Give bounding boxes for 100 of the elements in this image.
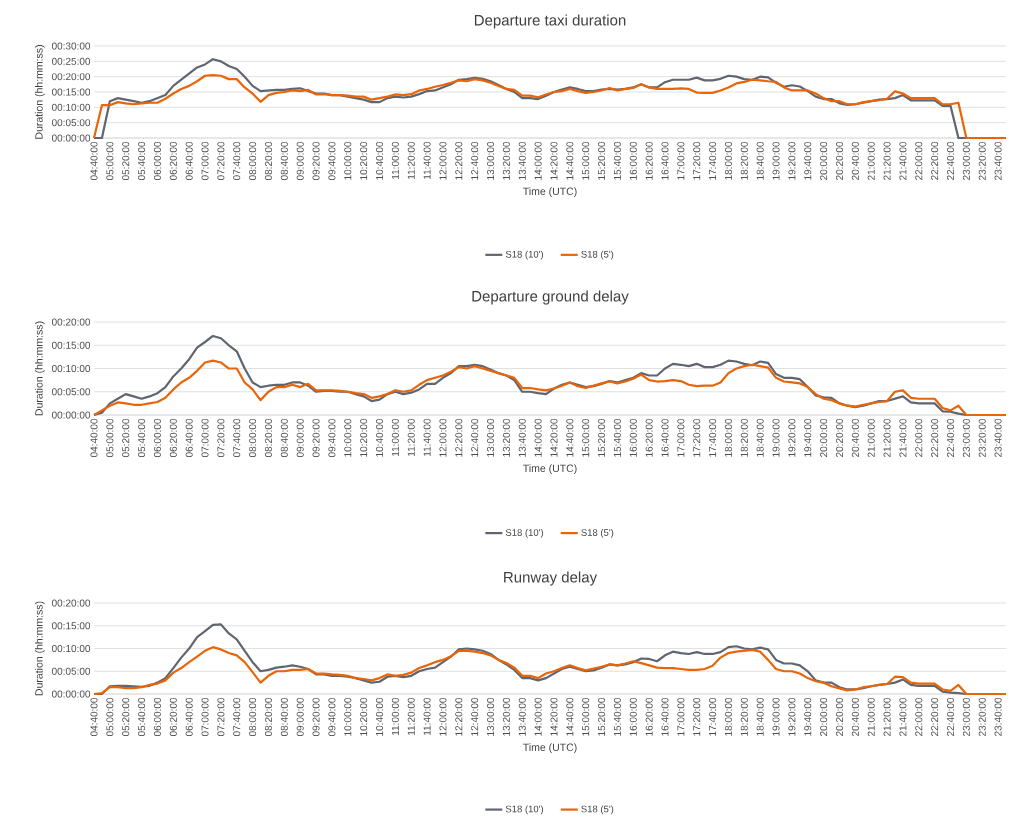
legend-label: S18 (5') (581, 250, 614, 260)
x-tick-label: 10:40:00 (375, 418, 384, 457)
x-tick-label: 18:40:00 (756, 141, 764, 180)
x-tick-label: 11:40:00 (423, 418, 431, 456)
x-tick-label: 09:40:00 (328, 418, 336, 458)
y-tick-label: 00:00:00 (51, 134, 91, 142)
x-tick-label: 23:00:00 (962, 141, 970, 180)
x-tick-label: 23:20:00 (978, 141, 986, 180)
y-axis-title: Duration (hh:mm:ss) (34, 601, 45, 696)
x-tick-label: 23:00:00 (962, 418, 970, 457)
x-tick-label: 17:40:00 (709, 141, 717, 180)
x-tick-label: 09:00:00 (296, 418, 304, 458)
x-tick-label: 11:00:00 (391, 418, 399, 456)
x-tick-label: 15:20:00 (598, 418, 606, 457)
x-tick-label: 21:00:00 (867, 418, 875, 457)
x-tick-label: 15:40:00 (613, 697, 621, 736)
x-tick-label: 07:00:00 (201, 418, 209, 458)
x-tick-label: 10:20:00 (360, 697, 368, 736)
x-tick-label: 11:00:00 (391, 141, 399, 179)
x-tick-label: 21:40:00 (899, 141, 907, 180)
x-tick-label: 23:40:00 (994, 141, 1002, 180)
x-tick-label: 16:00:00 (629, 697, 637, 736)
x-tick-label: 19:20:00 (788, 697, 796, 736)
y-tick-label: 00:30:00 (51, 42, 91, 50)
x-tick-label: 23:00:00 (962, 697, 970, 736)
x-tick-label: 08:00:00 (249, 418, 257, 458)
x-tick-label: 06:40:00 (185, 141, 193, 181)
x-tick-label: 22:20:00 (931, 418, 939, 457)
y-tick-label: 00:10:00 (51, 644, 91, 653)
x-tick-label: 17:20:00 (693, 141, 701, 180)
y-tick-label: 00:25:00 (51, 57, 91, 65)
x-tick-label: 17:40:00 (709, 418, 717, 457)
x-tick-label: 17:20:00 (693, 418, 701, 457)
y-tick-label: 00:00:00 (51, 411, 91, 419)
x-tick-label: 18:00:00 (724, 697, 732, 736)
y-tick-label: 00:15:00 (51, 88, 91, 96)
x-tick-label: 13:00:00 (486, 697, 495, 736)
y-tick-label: 00:15:00 (51, 622, 91, 630)
x-tick-label: 11:00:00 (391, 697, 399, 735)
x-tick-label: 07:20:00 (217, 141, 225, 181)
x-tick-label: 07:40:00 (233, 141, 241, 181)
y-tick-label: 00:05:00 (51, 388, 91, 396)
x-tick-label: 15:40:00 (613, 141, 621, 180)
x-tick-label: 14:00:00 (534, 697, 542, 736)
x-tick-label: 07:00:00 (201, 141, 209, 181)
x-tick-label: 23:40:00 (994, 418, 1002, 457)
x-tick-label: 05:00:00 (106, 697, 114, 737)
x-tick-label: 08:40:00 (280, 141, 288, 181)
x-tick-label: 18:00:00 (724, 418, 732, 457)
x-tick-label: 13:20:00 (502, 418, 510, 457)
x-tick-label: 17:20:00 (693, 697, 701, 736)
x-tick-label: 13:40:00 (518, 418, 526, 457)
x-tick-label: 09:20:00 (312, 418, 320, 458)
x-tick-label: 18:40:00 (756, 697, 764, 736)
x-tick-label: 20:00:00 (820, 141, 828, 180)
x-tick-label: 14:00:00 (534, 141, 542, 180)
x-tick-label: 11:40:00 (423, 697, 431, 735)
x-tick-label: 06:40:00 (185, 697, 193, 737)
x-tick-label: 07:00:00 (201, 697, 209, 737)
x-tick-label: 13:20:00 (502, 141, 510, 180)
x-tick-label: 19:40:00 (804, 418, 812, 457)
x-tick-label: 07:40:00 (233, 418, 241, 458)
x-tick-label: 11:40:00 (423, 141, 431, 179)
x-tick-label: 12:20:00 (455, 418, 463, 457)
legend-label: S18 (5') (581, 805, 614, 815)
x-tick-label: 04:40:00 (90, 418, 98, 458)
x-tick-label: 16:20:00 (645, 418, 653, 457)
x-tick-label: 10:20:00 (360, 141, 368, 180)
x-tick-label: 12:40:00 (471, 141, 479, 180)
x-tick-label: 23:20:00 (978, 418, 986, 457)
x-tick-label: 07:40:00 (233, 697, 241, 737)
y-tick-label: 00:00:00 (51, 690, 91, 698)
y-tick-label: 00:05:00 (51, 667, 91, 675)
x-tick-label: 13:20:00 (502, 697, 510, 736)
x-tick-label: 06:20:00 (169, 418, 177, 458)
x-tick-label: 09:40:00 (328, 697, 336, 737)
y-tick-label: 00:20:00 (51, 599, 91, 607)
x-tick-label: 06:00:00 (153, 141, 161, 181)
x-tick-label: 21:00:00 (867, 141, 875, 180)
x-tick-label: 13:40:00 (518, 697, 526, 736)
x-tick-label: 14:20:00 (550, 418, 558, 457)
x-tick-label: 05:40:00 (138, 141, 146, 181)
x-tick-label: 08:00:00 (249, 141, 257, 181)
x-axis-title: Time (UTC) (523, 743, 577, 754)
x-tick-label: 18:20:00 (740, 697, 748, 736)
x-tick-label: 13:00:00 (486, 418, 495, 457)
x-tick-label: 17:00:00 (677, 418, 685, 457)
chart-title: Departure taxi duration (474, 14, 626, 29)
x-tick-label: 14:40:00 (566, 697, 574, 736)
x-tick-label: 04:40:00 (90, 141, 98, 181)
x-tick-label: 22:40:00 (946, 141, 955, 180)
x-axis-title: Time (UTC) (523, 187, 577, 198)
x-tick-label: 21:00:00 (867, 697, 875, 736)
x-tick-label: 16:20:00 (645, 697, 653, 736)
x-tick-label: 21:40:00 (899, 697, 907, 736)
x-tick-label: 14:00:00 (534, 418, 542, 457)
x-tick-label: 16:40:00 (661, 418, 669, 457)
y-tick-label: 00:10:00 (51, 364, 91, 373)
x-tick-label: 19:00:00 (772, 418, 780, 457)
y-axis-title: Duration (hh:mm:ss) (34, 45, 45, 139)
